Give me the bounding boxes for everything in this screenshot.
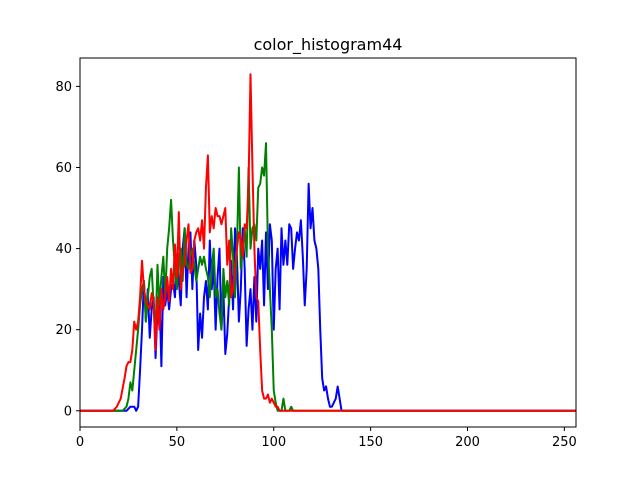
x-tick-label: 0 xyxy=(76,435,84,450)
series-line-0 xyxy=(80,182,576,412)
x-tick-label: 150 xyxy=(358,435,383,450)
series-line-1 xyxy=(80,142,576,412)
chart-title: color_histogram44 xyxy=(254,35,403,55)
x-tick-label: 100 xyxy=(261,435,286,450)
y-tick-label: 0 xyxy=(64,404,72,419)
y-tick-label: 20 xyxy=(55,323,72,338)
axes: 0 50 100 150 200 250 0 20 40 60 80 xyxy=(55,80,576,450)
x-tick-label: 200 xyxy=(455,435,480,450)
x-tick-label: 50 xyxy=(169,435,186,450)
y-tick-label: 40 xyxy=(55,242,72,257)
series-line-2 xyxy=(80,73,576,412)
x-tick-label: 250 xyxy=(552,435,577,450)
plot-lines xyxy=(80,73,576,412)
y-tick-label: 60 xyxy=(55,161,72,176)
plot-frame xyxy=(79,57,577,428)
y-tick-label: 80 xyxy=(55,80,72,95)
